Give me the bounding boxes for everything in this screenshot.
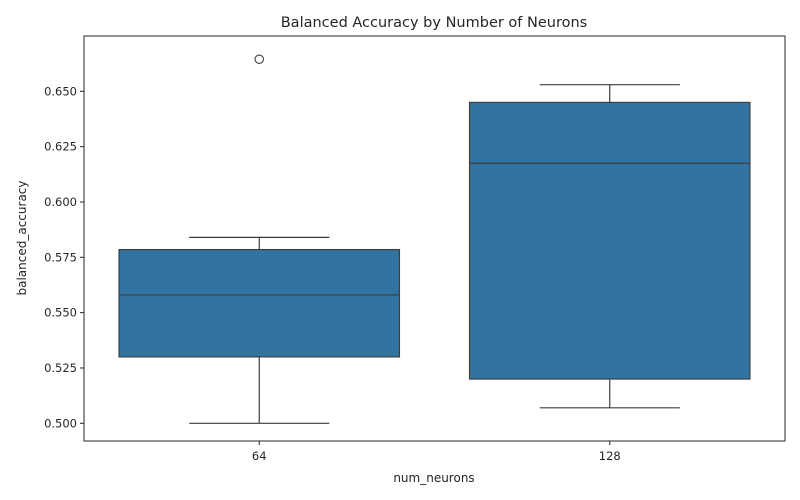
plot-frame xyxy=(83,35,786,442)
x-axis-label: num_neurons xyxy=(393,471,474,485)
box-iqr xyxy=(468,101,751,380)
y-tick-label: 0.550 xyxy=(44,306,77,320)
x-tick-label: 128 xyxy=(599,449,621,463)
y-tick-label: 0.575 xyxy=(44,250,77,264)
chart-title: Balanced Accuracy by Number of Neurons xyxy=(281,15,588,31)
x-axis: 64 128 xyxy=(252,441,621,463)
x-tick-label: 64 xyxy=(252,449,267,463)
box-iqr xyxy=(118,248,401,358)
y-tick-label: 0.500 xyxy=(44,416,77,430)
y-tick-label: 0.525 xyxy=(44,361,77,375)
y-axis: 0.500 0.525 0.550 0.575 0.600 0.625 0.650 xyxy=(44,84,84,430)
plot-area xyxy=(118,54,751,424)
y-tick-label: 0.650 xyxy=(44,84,77,98)
y-axis-label: balanced_accuracy xyxy=(15,180,29,295)
y-tick-label: 0.600 xyxy=(44,195,77,209)
outlier-point xyxy=(254,54,265,64)
y-tick-label: 0.625 xyxy=(44,140,77,154)
